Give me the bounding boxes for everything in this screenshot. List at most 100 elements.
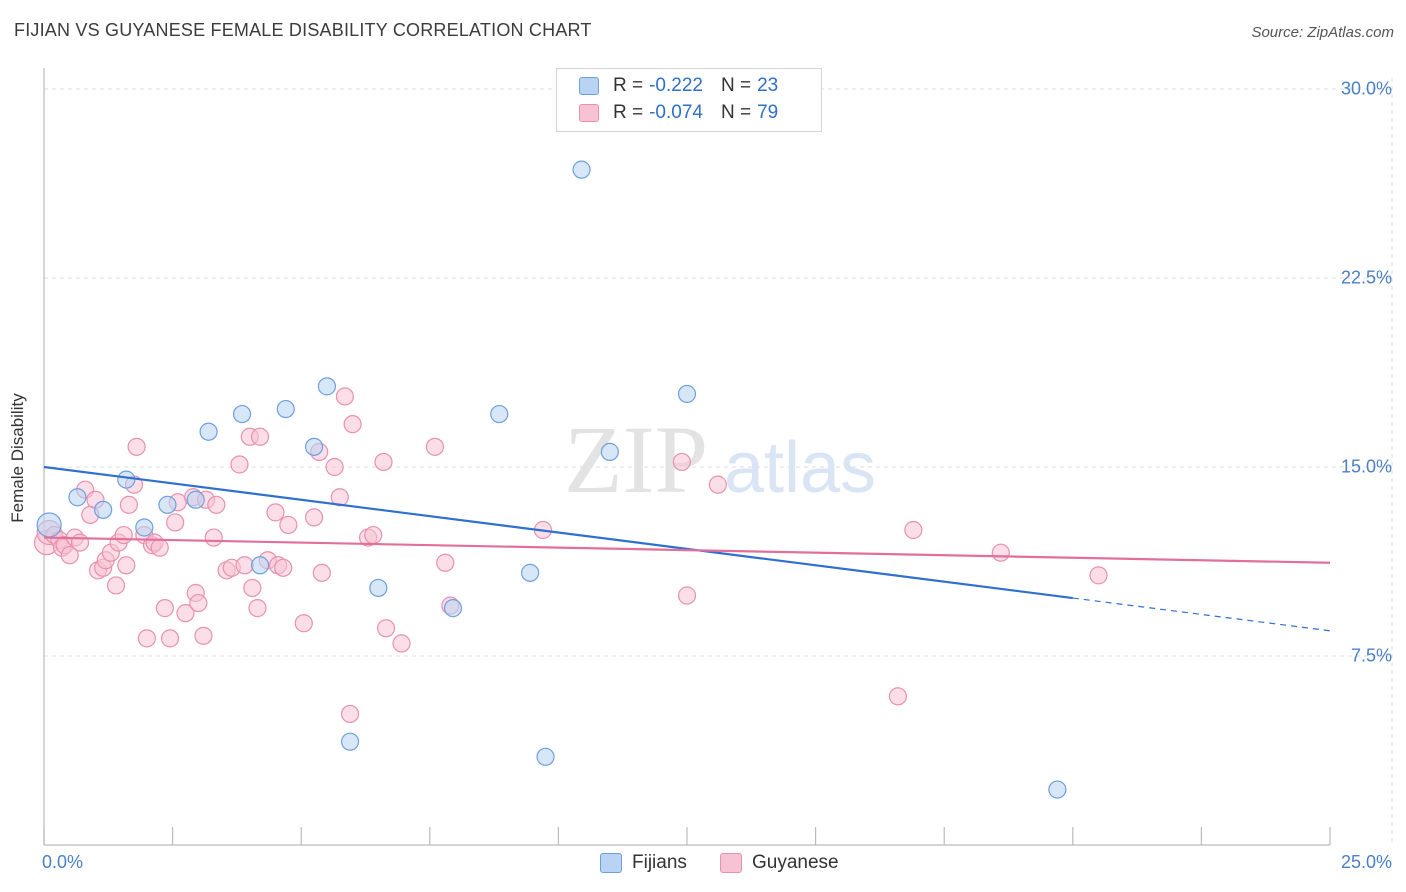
guyanese-point (160, 629, 180, 648)
trend-line-guyanese (43, 536, 1331, 564)
fijians-point (304, 437, 324, 456)
n-value: 79 (757, 102, 779, 123)
guyanese-point (374, 452, 393, 472)
gridlines (44, 78, 1393, 845)
guyanese-point (274, 558, 293, 577)
guyanese-point (204, 528, 223, 547)
guyanese-legend-icon (720, 853, 742, 873)
guyanese-point (166, 513, 185, 532)
fijians-point (36, 512, 62, 538)
guyanese-point (335, 387, 355, 406)
guyanese-point (60, 546, 79, 565)
n-label: N = (720, 102, 752, 123)
stats-legend: R = -0.222 N = 23 R = -0.074 N = 79 (556, 68, 822, 132)
guyanese-point (1089, 566, 1108, 585)
fijians-point (250, 556, 270, 575)
guyanese-point (176, 604, 195, 623)
y-tick-label: 15.0% (1340, 456, 1392, 477)
guyanese-point (888, 687, 908, 706)
r-label: R = (613, 102, 644, 123)
fijians-point (677, 384, 697, 404)
fijians-point (572, 160, 591, 179)
fijians-point (94, 500, 113, 519)
guyanese-point (119, 495, 138, 514)
legend-label-fijians: Fijians (632, 852, 687, 873)
guyanese-point (70, 533, 90, 552)
guyanese-point (325, 457, 344, 477)
guyanese-point (392, 634, 411, 653)
fijians-point (369, 578, 388, 598)
x-tick-label-min: 0.0% (42, 852, 84, 872)
fijians-point (158, 495, 177, 514)
fijians-point (117, 470, 136, 489)
r-label: R = (613, 75, 644, 96)
guyanese-point (340, 704, 360, 724)
guyanese-point (230, 455, 249, 474)
r-value: -0.074 (649, 102, 703, 123)
legend-item-fijians[interactable]: Fijians (600, 852, 687, 874)
fijians-point (1048, 780, 1067, 799)
guyanese-point (376, 619, 396, 638)
n-label: N = (720, 75, 752, 96)
guyanese-point (106, 576, 126, 595)
guyanese-point (677, 586, 697, 605)
guyanese-swatch-icon (579, 104, 599, 122)
fijians-point (276, 399, 295, 419)
guyanese-point (189, 593, 208, 613)
trend-lines (43, 465, 1331, 632)
guyanese-point (266, 503, 285, 522)
fijians-point (536, 747, 555, 766)
legend-label-guyanese: Guyanese (752, 852, 839, 873)
y-tick-label: 30.0% (1340, 78, 1392, 99)
guyanese-point (114, 525, 133, 545)
guyanese-point (150, 538, 169, 557)
trend-line-fijians-extension (1072, 597, 1331, 632)
guyanese-point (672, 452, 691, 472)
fijians-swatch-icon (579, 77, 599, 95)
source-label: Source: ZipAtlas.com (1251, 24, 1394, 41)
guyanese-point (155, 599, 174, 618)
fijians-point (199, 422, 218, 441)
axes (43, 68, 1331, 846)
series-fijians-points (36, 160, 1067, 799)
fijians-point (317, 377, 337, 396)
fijians-point (443, 599, 463, 618)
guyanese-point (235, 556, 254, 575)
guyanese-point (117, 556, 136, 575)
guyanese-point (250, 427, 270, 446)
stats-legend-row-fijians: R = -0.222 N = 23 (579, 73, 778, 99)
guyanese-point (279, 515, 298, 535)
guyanese-point (137, 629, 156, 648)
fijians-point (600, 442, 619, 461)
chart-title: FIJIAN VS GUYANESE FEMALE DISABILITY COR… (14, 20, 592, 40)
guyanese-point (127, 437, 146, 456)
x-tick-label-max: 25.0% (1340, 852, 1392, 872)
fijians-point (521, 563, 540, 582)
n-value: 23 (757, 75, 779, 96)
guyanese-point (708, 475, 727, 494)
stats-legend-row-guyanese: R = -0.074 N = 79 (579, 100, 778, 126)
guyanese-point (343, 415, 362, 434)
fijians-point (186, 490, 205, 509)
guyanese-point (243, 578, 262, 598)
watermark-atlas: atlas (724, 428, 876, 508)
guyanese-point (248, 599, 267, 618)
guyanese-point (294, 614, 313, 633)
guyanese-point (425, 437, 445, 456)
guyanese-point (991, 543, 1010, 562)
y-axis-label: Female Disability (8, 393, 27, 523)
guyanese-point (207, 495, 226, 514)
guyanese-point (904, 520, 923, 540)
guyanese-point (304, 508, 324, 527)
guyanese-point (436, 553, 455, 572)
series-legend: Fijians Guyanese (0, 852, 1406, 878)
y-tick-label: 22.5% (1340, 267, 1392, 288)
y-tick-label: 7.5% (1350, 645, 1392, 666)
guyanese-point (312, 563, 331, 582)
fijians-point (68, 488, 87, 507)
legend-item-guyanese[interactable]: Guyanese (720, 852, 839, 874)
guyanese-point (364, 525, 383, 545)
fijians-legend-icon (600, 853, 622, 873)
fijians-point (490, 404, 509, 424)
